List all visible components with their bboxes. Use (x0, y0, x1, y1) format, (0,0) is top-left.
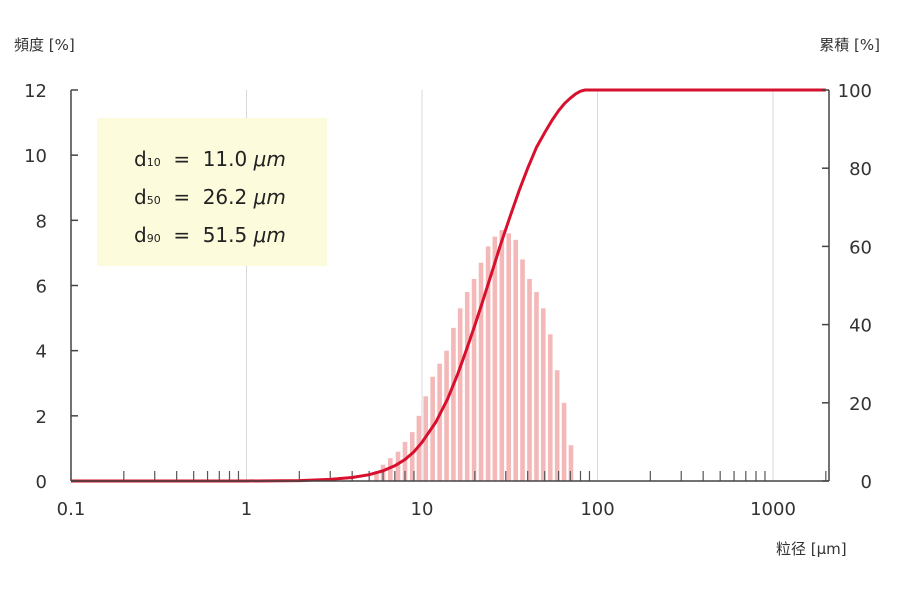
d50-value: 26.2 (202, 185, 248, 209)
d90-stat: d90 = 51.5 μm (134, 216, 327, 254)
d90-symbol: d (134, 223, 147, 247)
frequency-bar (554, 370, 560, 481)
frequency-bar (485, 246, 491, 481)
frequency-bar (416, 415, 422, 481)
frequency-bar (520, 259, 525, 481)
d10-subscript: 10 (146, 156, 161, 169)
left-axis-tick-label: 6 (36, 277, 47, 298)
left-axis-tick-label: 0 (36, 472, 47, 493)
frequency-bar (388, 458, 393, 481)
frequency-bar (513, 239, 519, 481)
frequency-bar (534, 292, 539, 481)
d10-unit: μm (253, 147, 286, 171)
d10-equals: = (173, 147, 191, 171)
d90-unit: μm (253, 223, 286, 247)
frequency-bar (451, 327, 456, 481)
left-axis-tick-label: 2 (36, 407, 47, 428)
cumulative-curve (71, 88, 826, 483)
x-axis-tick-label: 1000 (750, 499, 796, 520)
d10-stat: d10 = 11.0 μm (134, 140, 327, 178)
statistics-box: d10 = 11.0 μm d50 = 26.2 μm d90 = 51.5 μm (97, 118, 327, 266)
d50-stat: d50 = 26.2 μm (134, 178, 327, 216)
x-axis-tick-label: 1 (241, 499, 252, 520)
right-axis-tick-label: 20 (849, 394, 872, 415)
x-axis-tick-label: 10 (411, 499, 434, 520)
x-axis-title: 粒径 [µm] (776, 540, 847, 558)
frequency-bar (506, 233, 512, 481)
frequency-bar (395, 451, 401, 481)
left-axis-title: 頻度 [%] (14, 36, 75, 54)
left-axis-tick-label: 8 (36, 211, 47, 232)
right-axis-tick-label: 60 (849, 237, 872, 258)
frequency-bar (478, 262, 484, 481)
frequency-bar (444, 350, 449, 481)
left-axis-tick-label: 12 (24, 81, 47, 102)
frequency-bar (402, 441, 408, 481)
d10-symbol: d (134, 147, 147, 171)
right-axis-tick-label: 80 (849, 159, 872, 180)
right-axis-tick-label: 40 (849, 316, 872, 337)
frequency-bar (437, 363, 442, 481)
d10-value: 11.0 (202, 147, 248, 171)
left-axis-tick-label: 10 (24, 146, 47, 167)
x-axis-tick-label: 0.1 (57, 499, 86, 520)
d50-unit: μm (253, 185, 286, 209)
right-axis-tick-label: 0 (861, 472, 872, 493)
frequency-bar (464, 292, 470, 481)
frequency-bar (527, 278, 532, 481)
d50-subscript: 50 (146, 194, 161, 207)
right-axis-title: 累積 [%] (819, 36, 880, 54)
frequency-bar (492, 236, 498, 481)
frequency-bar (457, 308, 463, 481)
frequency-bar (568, 445, 574, 481)
d50-equals: = (173, 185, 191, 209)
frequency-bar (540, 308, 546, 481)
d90-subscript: 90 (146, 232, 161, 245)
x-axis-tick-label: 100 (580, 499, 614, 520)
frequency-bar (409, 432, 415, 481)
d90-equals: = (173, 223, 191, 247)
frequency-bar (499, 230, 505, 481)
d50-symbol: d (134, 185, 147, 209)
frequency-bar (374, 471, 379, 481)
frequency-bar (561, 402, 567, 481)
frequency-bar (471, 278, 477, 481)
left-axis-tick-label: 4 (36, 342, 47, 363)
frequency-bar (547, 334, 553, 481)
d90-value: 51.5 (202, 223, 248, 247)
right-axis-tick-label: 100 (838, 81, 872, 102)
